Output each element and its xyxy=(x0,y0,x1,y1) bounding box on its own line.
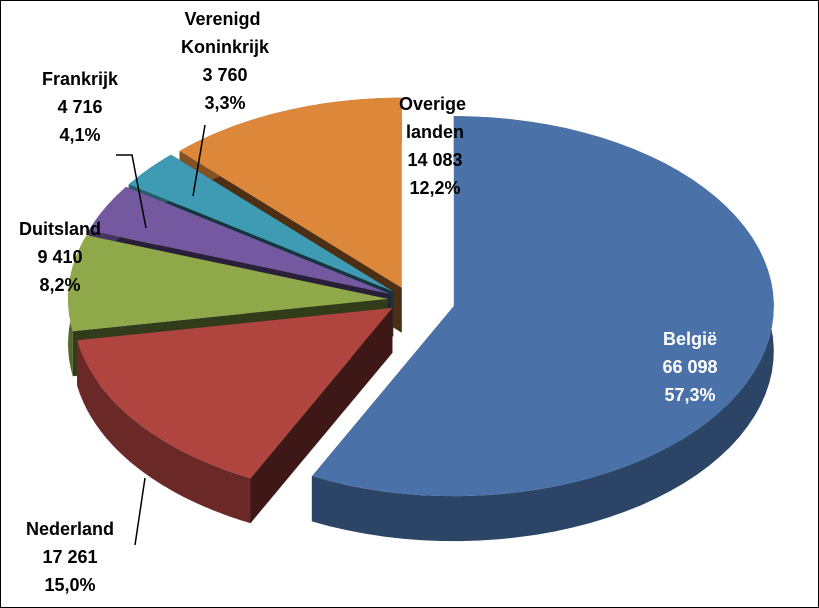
percent-label: 15,0% xyxy=(44,575,95,595)
slice-side xyxy=(77,340,251,524)
labels: België 66 098 57,3% Nederland 17 261 15,0% Dui… xyxy=(19,9,718,595)
value-label: 66 098 xyxy=(662,357,717,377)
value-label: 17 261 xyxy=(42,547,97,567)
percent-label: 8,2% xyxy=(39,275,80,295)
slice-top xyxy=(77,307,393,479)
leader-line xyxy=(116,154,147,229)
slice-top xyxy=(88,186,391,294)
slice-top xyxy=(179,97,402,288)
category-label: België xyxy=(663,329,717,349)
category-label: Verenigd Koninkrijk xyxy=(181,9,270,57)
slice-side xyxy=(311,116,774,542)
category-label: Frankrijk xyxy=(42,69,119,89)
pie xyxy=(68,97,774,542)
category-label: Nederland xyxy=(26,519,114,539)
percent-label: 3,3% xyxy=(204,93,245,113)
value-label: 3 760 xyxy=(202,65,247,85)
slice-wall xyxy=(250,307,393,524)
percent-label: 12,2% xyxy=(409,178,460,198)
slice-top xyxy=(311,116,774,497)
value-label: 14 083 xyxy=(407,150,462,170)
value-label: 9 410 xyxy=(37,247,82,267)
slice xyxy=(77,307,393,524)
slice-top xyxy=(68,235,389,332)
slice xyxy=(311,116,774,542)
percent-label: 4,1% xyxy=(59,125,100,145)
leader-line xyxy=(192,124,206,197)
value-label: 4 716 xyxy=(57,97,102,117)
category-label: Duitsland xyxy=(19,219,101,239)
category-label: Overige landen xyxy=(399,94,471,142)
percent-label: 57,3% xyxy=(664,385,715,405)
leader-line xyxy=(134,477,146,546)
